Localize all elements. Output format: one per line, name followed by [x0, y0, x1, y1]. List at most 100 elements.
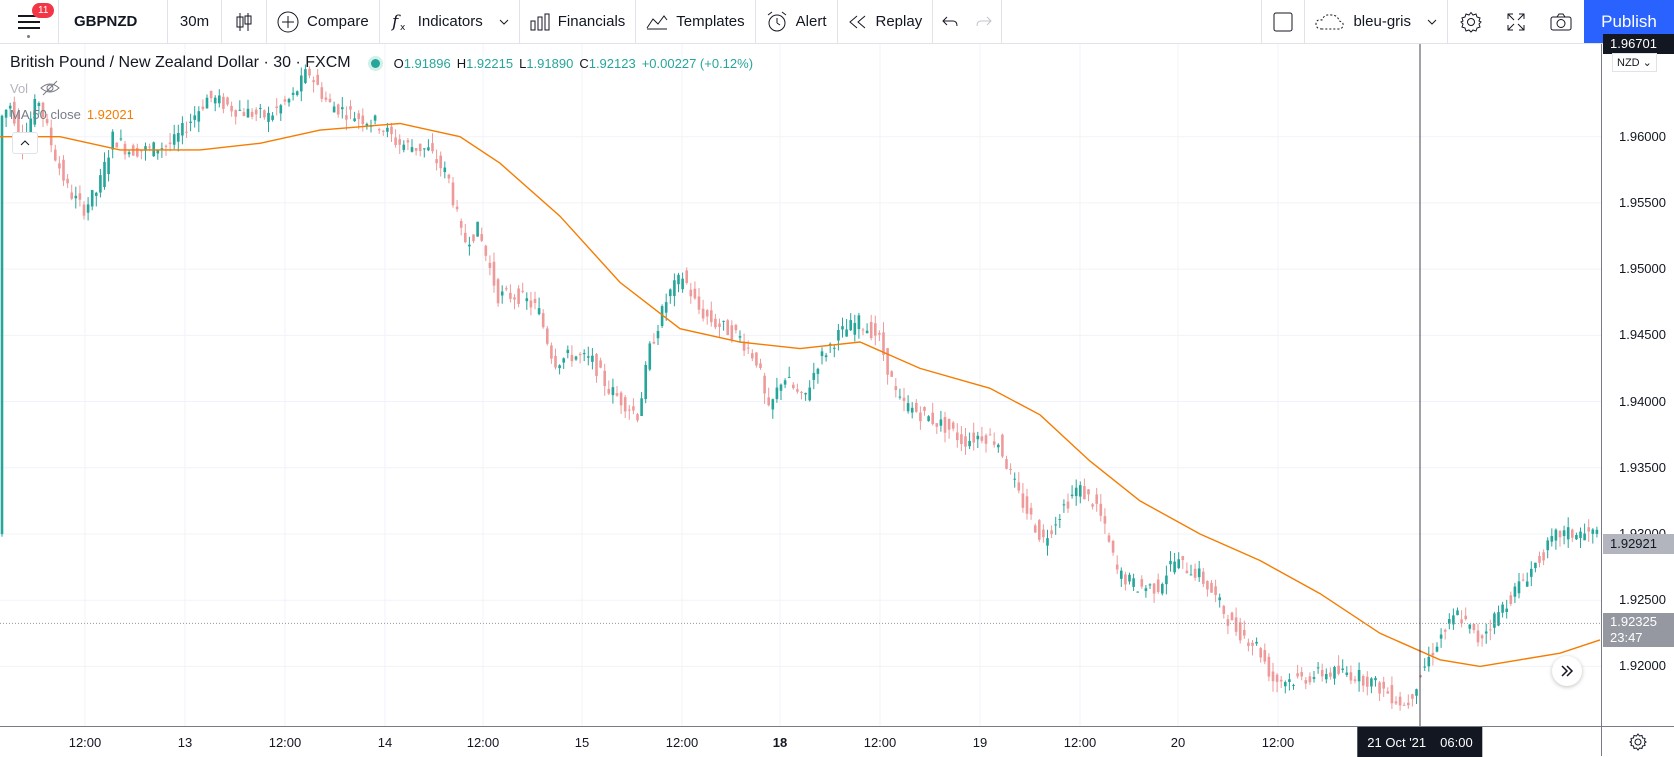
candle-body	[1009, 468, 1012, 470]
candle-body	[1070, 494, 1074, 497]
chart-pane[interactable]	[0, 44, 1601, 726]
interval-button[interactable]: 30m	[179, 13, 210, 30]
candle-body	[701, 308, 705, 319]
candle-body	[377, 129, 381, 131]
candle-body	[615, 393, 619, 396]
candle-body	[628, 409, 631, 411]
symbol-title[interactable]: British Pound / New Zealand Dollar · 30 …	[10, 54, 351, 71]
candle-body	[734, 324, 738, 331]
volume-label[interactable]: Vol	[10, 80, 29, 96]
candle-body	[283, 99, 287, 102]
candle-body	[86, 204, 90, 213]
candle-body	[746, 347, 750, 349]
candle-body	[1423, 666, 1426, 668]
candle-body	[1218, 597, 1221, 601]
candle-body	[78, 193, 82, 200]
candle-body	[550, 345, 553, 359]
financials-button[interactable]: Financials	[520, 0, 636, 43]
candle-body	[882, 332, 885, 355]
fullscreen-button[interactable]	[1494, 0, 1538, 43]
candle-body	[1095, 494, 1098, 504]
symbol-search-button[interactable]: GBPNZD	[74, 13, 138, 30]
candle-body	[956, 432, 959, 441]
candlestick-chart[interactable]	[0, 44, 1601, 726]
cloud-icon	[1315, 13, 1345, 29]
candle-body	[779, 384, 783, 391]
candle-body	[607, 388, 611, 394]
ohlc-values: O1.91896 H1.92215 L1.91890 C1.92123 +0.0…	[393, 55, 754, 71]
candle-body	[1050, 530, 1053, 535]
main-menu-button[interactable]: 11	[0, 0, 58, 43]
layout-name-button[interactable]: bleu-gris	[1305, 0, 1447, 43]
candle-body	[1271, 671, 1275, 682]
candle-body	[1530, 568, 1533, 577]
collapse-legend-button[interactable]	[12, 132, 38, 154]
axis-settings-button[interactable]	[1601, 726, 1674, 756]
candle-body	[99, 175, 102, 193]
scroll-to-realtime-button[interactable]	[1552, 656, 1582, 686]
currency-selector[interactable]: NZD ⌄	[1612, 53, 1657, 72]
settings-button[interactable]	[1448, 0, 1494, 43]
candle-body	[964, 436, 967, 447]
candle-body	[1538, 555, 1541, 563]
candle-body	[960, 434, 963, 445]
candle-body	[1304, 679, 1308, 684]
candle-body	[160, 148, 164, 150]
candle-body	[1185, 570, 1189, 574]
candle-body	[574, 356, 578, 360]
redo-button[interactable]	[967, 0, 1001, 43]
candle-body	[906, 403, 910, 412]
snapshot-button[interactable]	[1538, 0, 1584, 43]
candle-body	[90, 190, 94, 207]
candle-body	[554, 355, 557, 368]
candle-body	[172, 134, 176, 145]
candle-body	[1374, 677, 1377, 681]
chart-type-button[interactable]	[222, 0, 266, 43]
layout-select-button[interactable]	[1262, 0, 1304, 43]
price-label: 1.94500	[1619, 327, 1666, 343]
alert-button[interactable]: Alert	[756, 0, 837, 43]
candle-body	[910, 407, 914, 413]
candle-body	[1156, 579, 1160, 592]
undo-button[interactable]	[933, 0, 967, 43]
time-axis[interactable]: 12:00 13 12:00 14 12:00 15 12:00 18 12:00 19 12:00…	[0, 726, 1601, 757]
candle-body	[193, 115, 196, 120]
candle-body	[168, 142, 172, 145]
candle-body	[107, 157, 110, 175]
candle-body	[41, 102, 45, 118]
candle-body	[447, 174, 451, 179]
price-axis[interactable]: 1.96000 1.95500 1.95000 1.94500 1.94000 1.935…	[1601, 34, 1674, 726]
candle-body	[972, 432, 975, 443]
candle-body	[431, 143, 434, 152]
candle-body	[472, 234, 475, 242]
candlestick-icon	[236, 12, 252, 31]
candle-body	[1243, 629, 1246, 636]
market-status-dot[interactable]	[370, 58, 380, 68]
candle-body	[70, 192, 73, 199]
candle-body	[189, 121, 192, 123]
candle-body	[1025, 496, 1029, 514]
candle-body	[1501, 604, 1504, 613]
candle-body	[767, 397, 770, 406]
candle-body	[652, 341, 656, 344]
templates-button[interactable]: Templates	[636, 0, 754, 43]
candle-body	[234, 110, 237, 117]
candle-body	[1054, 524, 1057, 526]
candle-body	[1558, 531, 1562, 538]
candle-body	[1197, 568, 1201, 578]
candle-body	[1497, 612, 1500, 626]
candle-body	[341, 107, 344, 110]
compare-button[interactable]: Compare	[267, 0, 379, 43]
time-label: 12:00	[268, 735, 302, 750]
candle-body	[1226, 619, 1230, 626]
candle-body	[1534, 562, 1537, 569]
low-value: 1.91890	[526, 55, 574, 71]
candle-body	[459, 220, 463, 228]
replay-button[interactable]: Replay	[838, 0, 933, 43]
eye-hidden-icon[interactable]	[40, 80, 60, 96]
candle-body	[398, 139, 401, 145]
ma-label[interactable]: MA 50 close	[10, 107, 81, 122]
candle-body	[357, 113, 360, 120]
candle-body	[509, 292, 512, 299]
